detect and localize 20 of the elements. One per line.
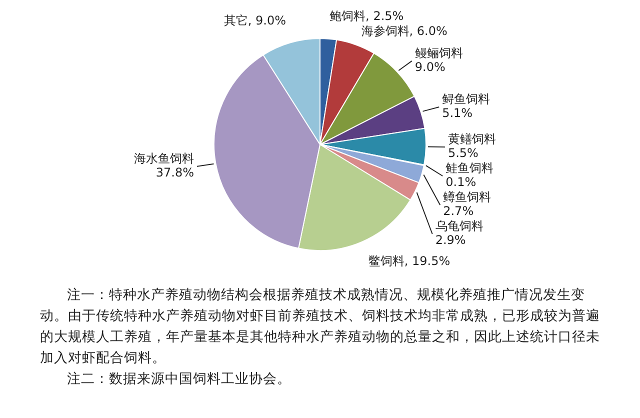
data-label: 2.7%: [443, 204, 474, 218]
data-label: 37.8%: [156, 166, 194, 180]
slice-label: 鳟鱼饲料: [443, 190, 492, 204]
slice-label: 鳗鲡饲料: [414, 46, 463, 60]
data-label: 5.5%: [448, 146, 478, 160]
data-label: 5.1%: [442, 106, 473, 120]
data-label: 2.9%: [435, 233, 466, 248]
text: 注二：数据来源中国饲料工业协会。: [66, 370, 292, 389]
slice-label: 海参饲料, 6.0%: [361, 24, 448, 38]
slice-label: 其它, 9.0%: [224, 14, 286, 28]
slice-label: 鲟鱼饲料: [442, 92, 490, 106]
slice-label: 海水鱼饲料: [134, 152, 194, 166]
slice-label: 鲑鱼饲料: [446, 161, 494, 176]
slice-label: 黄鳝饲料: [448, 132, 496, 146]
data-label: 9.0%: [414, 60, 446, 74]
data-label: 0.1%: [446, 175, 476, 190]
text: 注一：特种水产养殖动物结构会根据养殖技术成熟情况、规模化养殖推广情况发生变动。由于传统特种水产养殖动物对虾目前养殖技术、饲料技术均非常成熟，已形成较为普遍的大规模人工养殖，年产量基本是其他特种水产养殖动物的总量之和，因此上述统计口径未加入对虾配合饲料。: [40, 286, 601, 368]
slice-label: 鳖饲料, 19.5%: [368, 254, 450, 268]
slice-label: 乌龟饲料: [435, 219, 484, 234]
slice-label: 鲍饲料, 2.5%: [330, 9, 404, 24]
